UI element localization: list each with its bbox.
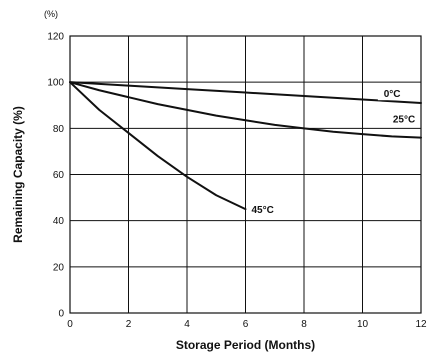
series-line bbox=[69, 81, 422, 139]
x-axis-label: Storage Period (Months) bbox=[176, 338, 315, 352]
y-tick-label: 120 bbox=[47, 32, 64, 43]
series-line bbox=[69, 81, 422, 104]
y-tick-label: 100 bbox=[47, 78, 64, 89]
y-tick-label: 40 bbox=[53, 216, 65, 227]
x-tick-label: 12 bbox=[415, 319, 427, 330]
series-label-bg bbox=[377, 88, 401, 101]
x-tick-label: 4 bbox=[184, 319, 190, 330]
grid bbox=[70, 36, 421, 313]
y-tick-labels: 0 20 40 60 80 100 120 bbox=[47, 32, 64, 320]
x-tick-label: 6 bbox=[243, 319, 249, 330]
x-tick-label: 2 bbox=[126, 319, 132, 330]
series-label: 45°C bbox=[252, 205, 274, 216]
x-tick-label: 0 bbox=[67, 319, 73, 330]
series-label: 25°C bbox=[393, 115, 415, 126]
y-tick-label: 0 bbox=[58, 309, 64, 320]
series-lines: 0°C 25°C 45°C bbox=[69, 81, 422, 216]
series-line bbox=[69, 81, 247, 211]
y-tick-label: 60 bbox=[53, 170, 65, 181]
y-tick-label: 20 bbox=[53, 262, 65, 273]
x-tick-label: 8 bbox=[301, 319, 307, 330]
x-tick-labels: 0 2 4 6 8 10 12 bbox=[67, 319, 427, 330]
series-label-bg bbox=[386, 113, 416, 126]
y-axis-label: Remaining Capacity (%) bbox=[11, 106, 25, 243]
x-tick-label: 10 bbox=[357, 319, 369, 330]
y-unit-label: (%) bbox=[44, 9, 58, 19]
y-tick-label: 80 bbox=[53, 124, 65, 135]
plot-frame bbox=[69, 35, 422, 314]
series-label: 0°C bbox=[384, 89, 401, 100]
